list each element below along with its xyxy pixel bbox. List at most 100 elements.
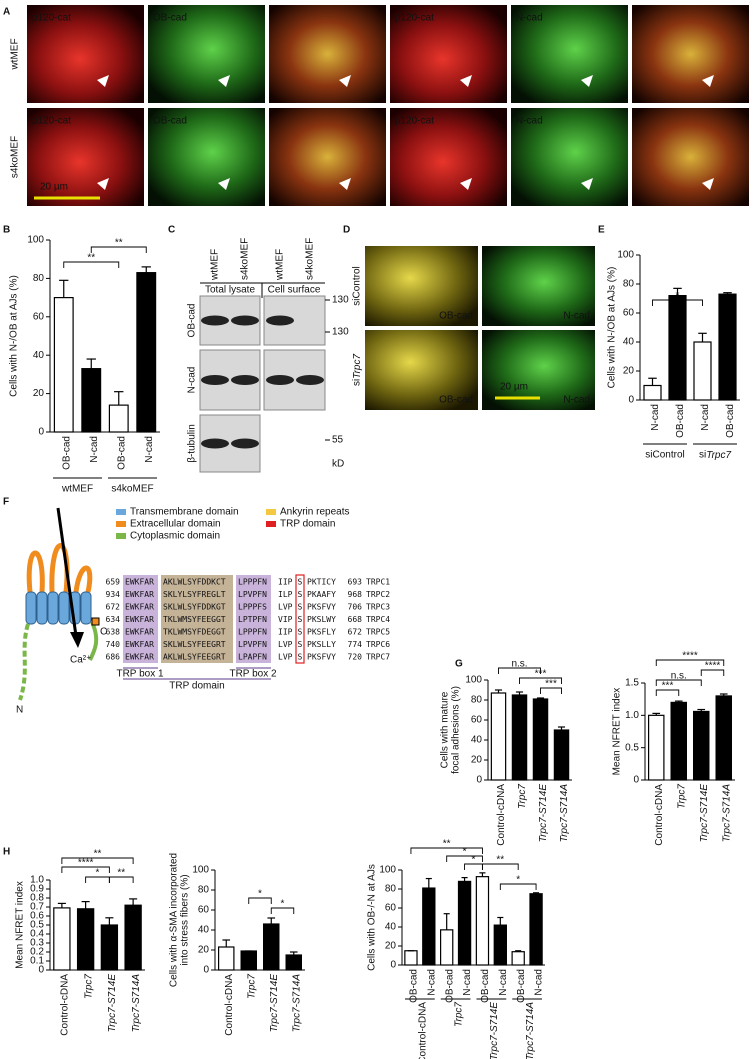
- x-tick-label: Control-cDNA: [654, 784, 665, 846]
- x-tick-label: Trpc7-S714A: [721, 784, 732, 843]
- y-tick-label: 40: [33, 350, 45, 361]
- marker-label: 55: [332, 435, 344, 446]
- y-tick-label: 0: [203, 965, 209, 976]
- alignment-pre: LVP: [278, 640, 293, 649]
- y-tick-label: 0.5: [625, 742, 639, 753]
- alignment-site: S: [298, 578, 303, 587]
- significance-bracket: [498, 667, 541, 674]
- bar: [532, 698, 549, 781]
- alignment-name: TRPC3: [366, 603, 390, 612]
- lane-label: s4koMEF: [305, 238, 316, 280]
- panel-letter: F: [3, 497, 9, 508]
- alignment-box1: EWKFAR: [125, 578, 154, 587]
- x-tick-label: OB-cad: [480, 969, 491, 1003]
- y-tick-label: 0.6: [30, 911, 44, 922]
- bar: [422, 887, 436, 966]
- y-axis-label: Cells with N-/OB at AJs (%): [607, 267, 618, 389]
- alignment-name: TRPC2: [366, 590, 390, 599]
- legend-swatch: [116, 521, 126, 527]
- y-tick-label: 60: [33, 311, 45, 322]
- legend-label: Extracellular domain: [130, 519, 221, 530]
- alignment-box2: LPTPFN: [238, 615, 267, 624]
- x-tick-label: OB-cad: [116, 436, 127, 470]
- alignment-box2: LPVPFN: [238, 590, 267, 599]
- y-tick-label: 0.8: [30, 893, 44, 904]
- significance-label: **: [117, 868, 125, 879]
- image-label: OB-cad: [439, 395, 473, 406]
- alignment-box1: EWKFAR: [125, 628, 154, 637]
- alignment-box2: LPVPFN: [238, 640, 267, 649]
- trp-domain-mark: [91, 617, 100, 626]
- bar: [53, 907, 71, 971]
- alignment-box1: EWKFAR: [125, 603, 154, 612]
- image-label: p120-cat: [32, 116, 71, 127]
- y-tick-label: 0: [476, 775, 482, 786]
- arrowhead: [339, 75, 351, 87]
- alignment-name: TRPC1: [366, 578, 390, 587]
- y-tick-label: 0.7: [30, 902, 44, 913]
- alignment-site: S: [298, 590, 303, 599]
- bar: [529, 893, 543, 966]
- row-label: s4koMEF: [10, 136, 21, 178]
- y-tick-label: 40: [471, 735, 483, 746]
- ion-arrow: [56, 507, 78, 637]
- arrowhead: [218, 75, 230, 87]
- legend-swatch: [116, 509, 126, 515]
- significance-bracket: [446, 855, 483, 862]
- image-label: p120-cat: [32, 13, 71, 24]
- y-axis-label: into stress fibers (%): [180, 874, 191, 965]
- significance-bracket: [481, 863, 519, 870]
- panel-letter: H: [3, 847, 10, 858]
- micrograph: [632, 5, 749, 103]
- blot-row-label: β-tubulin: [187, 424, 198, 463]
- x-tick-label: Trpc7-S714E: [538, 784, 549, 843]
- significance-label: *: [516, 875, 520, 886]
- alignment-box2: LPAPFN: [238, 653, 267, 662]
- y-tick-label: 0.9: [30, 884, 44, 895]
- significance-label: **: [443, 839, 451, 850]
- bar: [124, 904, 142, 971]
- y-tick-label: 0.2: [30, 947, 44, 958]
- micrograph: [269, 5, 386, 103]
- blot-band: [231, 315, 259, 326]
- x-tick-label: OB-cad: [409, 969, 420, 1003]
- significance-label: *: [463, 847, 467, 858]
- alignment-core: TKLWMSYFEEGGT: [163, 615, 226, 624]
- trp-core-shade: [161, 575, 233, 663]
- panel-letter: A: [3, 7, 10, 18]
- alignment-core: SKLWLSYFDDKGT: [163, 603, 226, 612]
- micrograph: [511, 108, 628, 206]
- y-tick-label: 0.5: [30, 920, 44, 931]
- y-tick-label: 80: [623, 279, 635, 290]
- alignment-core: TKLWMSYFDEGGT: [163, 628, 226, 637]
- alignment-core: SKLWLSYFEEGRT: [163, 640, 226, 649]
- y-tick-label: 20: [33, 388, 45, 399]
- alignment-end: 706: [348, 603, 363, 612]
- bar: [693, 341, 712, 401]
- image-label: OB-cad: [153, 116, 187, 127]
- y-axis-label: Mean NFRET index: [612, 688, 623, 776]
- micrograph: [148, 108, 265, 206]
- significance-bracket: [499, 883, 537, 890]
- alignment-start: 740: [106, 640, 121, 649]
- y-tick-label: 20: [385, 941, 397, 952]
- bar: [643, 384, 662, 401]
- micrograph: [482, 246, 595, 326]
- x-tick-label: Trpc7: [246, 974, 257, 999]
- y-tick-label: 0: [38, 965, 44, 976]
- row-label: siControl: [352, 266, 363, 305]
- terminus-label: N: [16, 705, 23, 716]
- bar: [553, 729, 570, 781]
- bar: [404, 950, 418, 966]
- y-tick-label: 0: [390, 960, 396, 971]
- significance-bracket: [61, 857, 134, 864]
- blot-band: [201, 315, 229, 326]
- image-label: p120-cat: [395, 116, 434, 127]
- alignment-post: PKSFLY: [307, 628, 336, 637]
- alignment-post: PKTICY: [307, 578, 336, 587]
- y-tick-label: 60: [198, 905, 210, 916]
- y-tick-label: 40: [385, 922, 397, 933]
- legend-swatch: [266, 521, 276, 527]
- y-tick-label: 0.4: [30, 929, 44, 940]
